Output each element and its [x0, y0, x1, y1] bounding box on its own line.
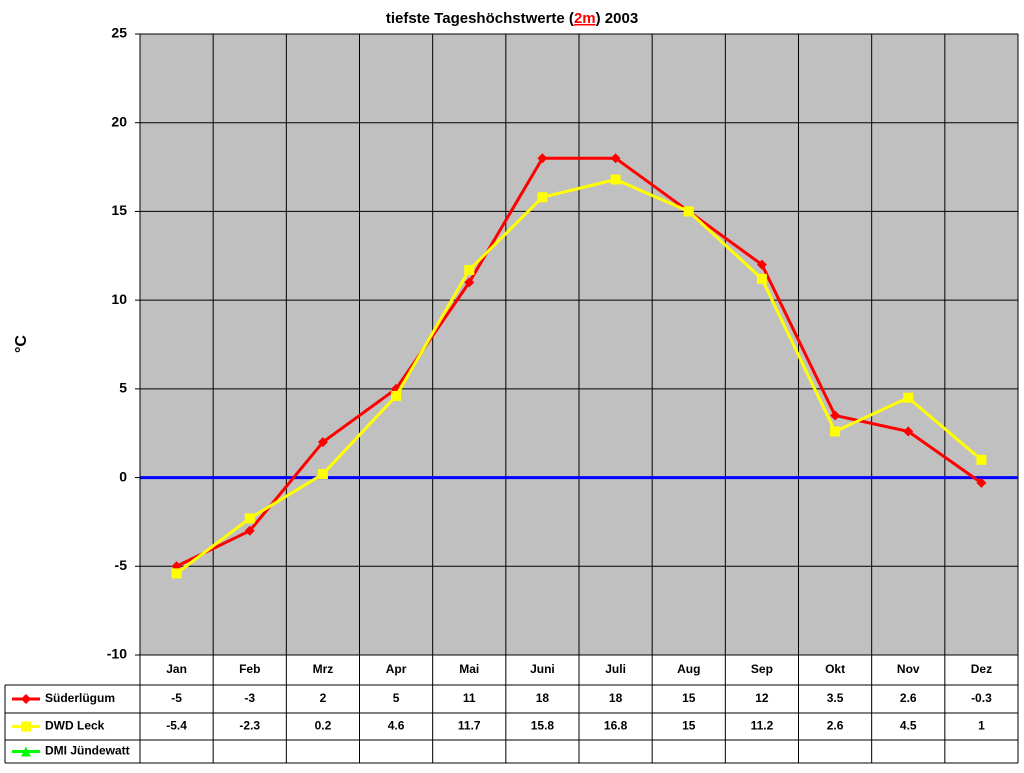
- x-tick-label: Mrz: [313, 662, 334, 676]
- table-value: 5: [393, 691, 400, 705]
- table-value: 2.6: [827, 719, 844, 733]
- x-tick-label: Mai: [459, 662, 479, 676]
- marker: [21, 746, 31, 757]
- x-tick-label: Apr: [386, 662, 407, 676]
- table-value: 15: [682, 719, 696, 733]
- y-tick-label: -5: [115, 557, 128, 573]
- table-value: 11.2: [751, 719, 774, 733]
- marker: [244, 525, 255, 536]
- x-tick-label: Dez: [971, 662, 992, 676]
- x-tick-label: Sep: [751, 662, 773, 676]
- table-value: 18: [609, 691, 623, 705]
- table-value: 2: [320, 691, 327, 705]
- x-tick-label: Aug: [677, 662, 700, 676]
- table-value: -5: [171, 691, 182, 705]
- x-tick-label: Nov: [897, 662, 920, 676]
- table-value: 3.5: [827, 691, 844, 705]
- series-line: [175, 177, 983, 575]
- marker: [391, 390, 402, 401]
- legend-label: Süderlügum: [45, 691, 115, 705]
- table-value: 2.6: [900, 691, 917, 705]
- marker: [756, 259, 767, 270]
- marker: [171, 568, 182, 579]
- y-tick-label: 15: [111, 202, 127, 218]
- marker: [976, 477, 987, 488]
- x-tick-label: Juni: [530, 662, 555, 676]
- title-text: tiefste Tageshöchstwerte (: [386, 10, 574, 27]
- table-value: -3: [244, 691, 255, 705]
- marker: [903, 392, 914, 403]
- table-value: -5.4: [166, 719, 187, 733]
- x-tick-label: Okt: [825, 662, 845, 676]
- table-value: 11.7: [458, 719, 481, 733]
- marker: [244, 513, 255, 524]
- x-tick-label: Jan: [166, 662, 187, 676]
- legend-label: DMI Jündewatt: [45, 744, 130, 758]
- marker: [21, 721, 31, 732]
- y-tick-label: 10: [111, 291, 127, 307]
- title-link[interactable]: 2m: [574, 10, 596, 27]
- y-tick-label: 0: [119, 468, 127, 484]
- marker: [976, 454, 987, 465]
- table-value: 15: [682, 691, 696, 705]
- title-text: ) 2003: [596, 10, 639, 27]
- marker: [683, 206, 694, 217]
- y-axis-label: °C: [13, 335, 30, 353]
- marker: [537, 192, 548, 203]
- chart-title: tiefste Tageshöchstwerte (2m) 2003: [386, 10, 638, 27]
- table-value: 11: [463, 691, 476, 705]
- marker: [830, 426, 841, 437]
- marker: [610, 153, 621, 164]
- table-value: 4.6: [388, 719, 405, 733]
- legend-label: DWD Leck: [45, 719, 105, 733]
- marker: [610, 174, 621, 185]
- y-tick-label: 20: [111, 113, 127, 129]
- marker: [317, 469, 328, 480]
- table-value: -0.3: [971, 691, 992, 705]
- series-line: [175, 156, 983, 568]
- marker: [830, 410, 841, 421]
- marker: [756, 273, 767, 284]
- table-value: 15.8: [531, 719, 555, 733]
- y-tick-label: 5: [119, 380, 127, 396]
- table-value: 18: [536, 691, 550, 705]
- marker: [464, 264, 475, 275]
- table-value: -2.3: [239, 719, 260, 733]
- marker: [903, 426, 914, 437]
- table-value: 16.8: [604, 719, 628, 733]
- table-value: 4.5: [900, 719, 917, 733]
- x-tick-label: Juli: [605, 662, 626, 676]
- marker: [537, 153, 548, 164]
- marker: [464, 277, 475, 288]
- table-value: 1: [978, 719, 985, 733]
- y-tick-label: 25: [111, 25, 127, 41]
- x-tick-label: Feb: [239, 662, 260, 676]
- table-value: 0.2: [315, 719, 332, 733]
- table-value: 12: [755, 691, 769, 705]
- y-tick-label: -10: [107, 646, 127, 662]
- marker: [21, 694, 31, 704]
- marker: [317, 437, 328, 448]
